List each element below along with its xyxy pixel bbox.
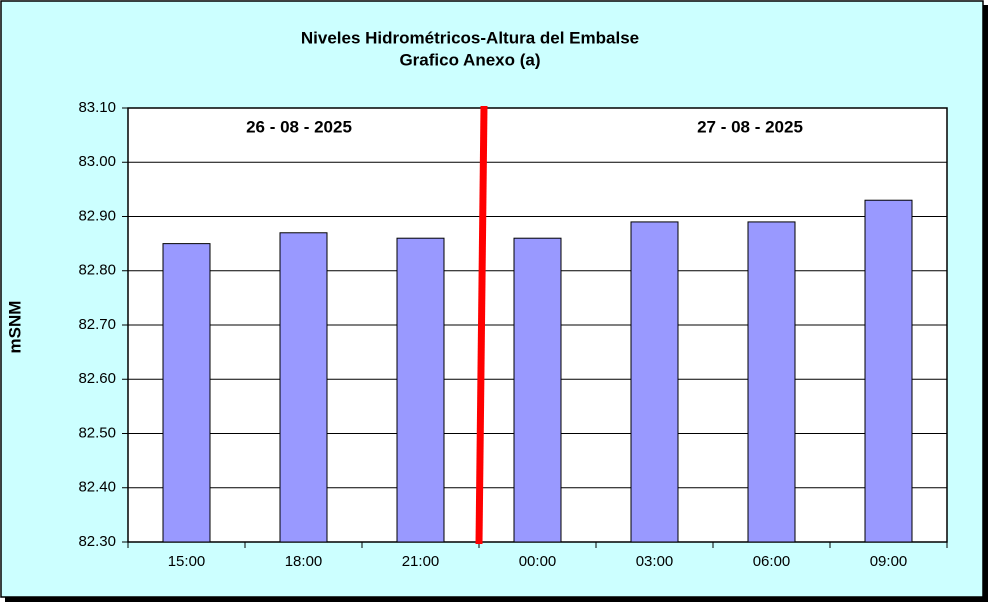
x-tick-label: 15:00 — [168, 553, 206, 570]
x-tick-label: 06:00 — [753, 553, 791, 570]
y-tick-label: 82.80 — [78, 262, 116, 279]
x-tick-label: 21:00 — [402, 553, 440, 570]
bar — [396, 237, 445, 543]
bar — [162, 243, 211, 543]
bar — [279, 232, 328, 543]
y-tick-label: 82.90 — [78, 207, 116, 224]
bar — [747, 221, 796, 543]
x-tick-label: 00:00 — [519, 553, 557, 570]
x-tick-label: 09:00 — [870, 553, 908, 570]
date-divider — [475, 105, 488, 545]
y-tick-label: 83.10 — [78, 99, 116, 116]
x-tick-label: 03:00 — [636, 553, 674, 570]
y-tick-label: 82.30 — [78, 533, 116, 550]
bar — [630, 221, 679, 543]
date-annotation: 27 - 08 - 2025 — [697, 117, 803, 136]
y-tick-label: 82.50 — [78, 424, 116, 441]
bar — [864, 199, 913, 543]
y-tick-label: 82.70 — [78, 316, 116, 333]
y-tick-label: 83.00 — [78, 153, 116, 170]
y-tick-label: 82.60 — [78, 370, 116, 387]
x-tick-label: 18:00 — [285, 553, 323, 570]
date-annotation: 26 - 08 - 2025 — [246, 117, 352, 136]
y-axis-label: mSNM — [5, 301, 24, 354]
bar — [513, 237, 562, 543]
y-tick-label: 82.40 — [78, 479, 116, 496]
chart-subtitle: Grafico Anexo (a) — [399, 50, 540, 69]
chart-title: Niveles Hidrométricos-Altura del Embalse — [301, 28, 639, 47]
